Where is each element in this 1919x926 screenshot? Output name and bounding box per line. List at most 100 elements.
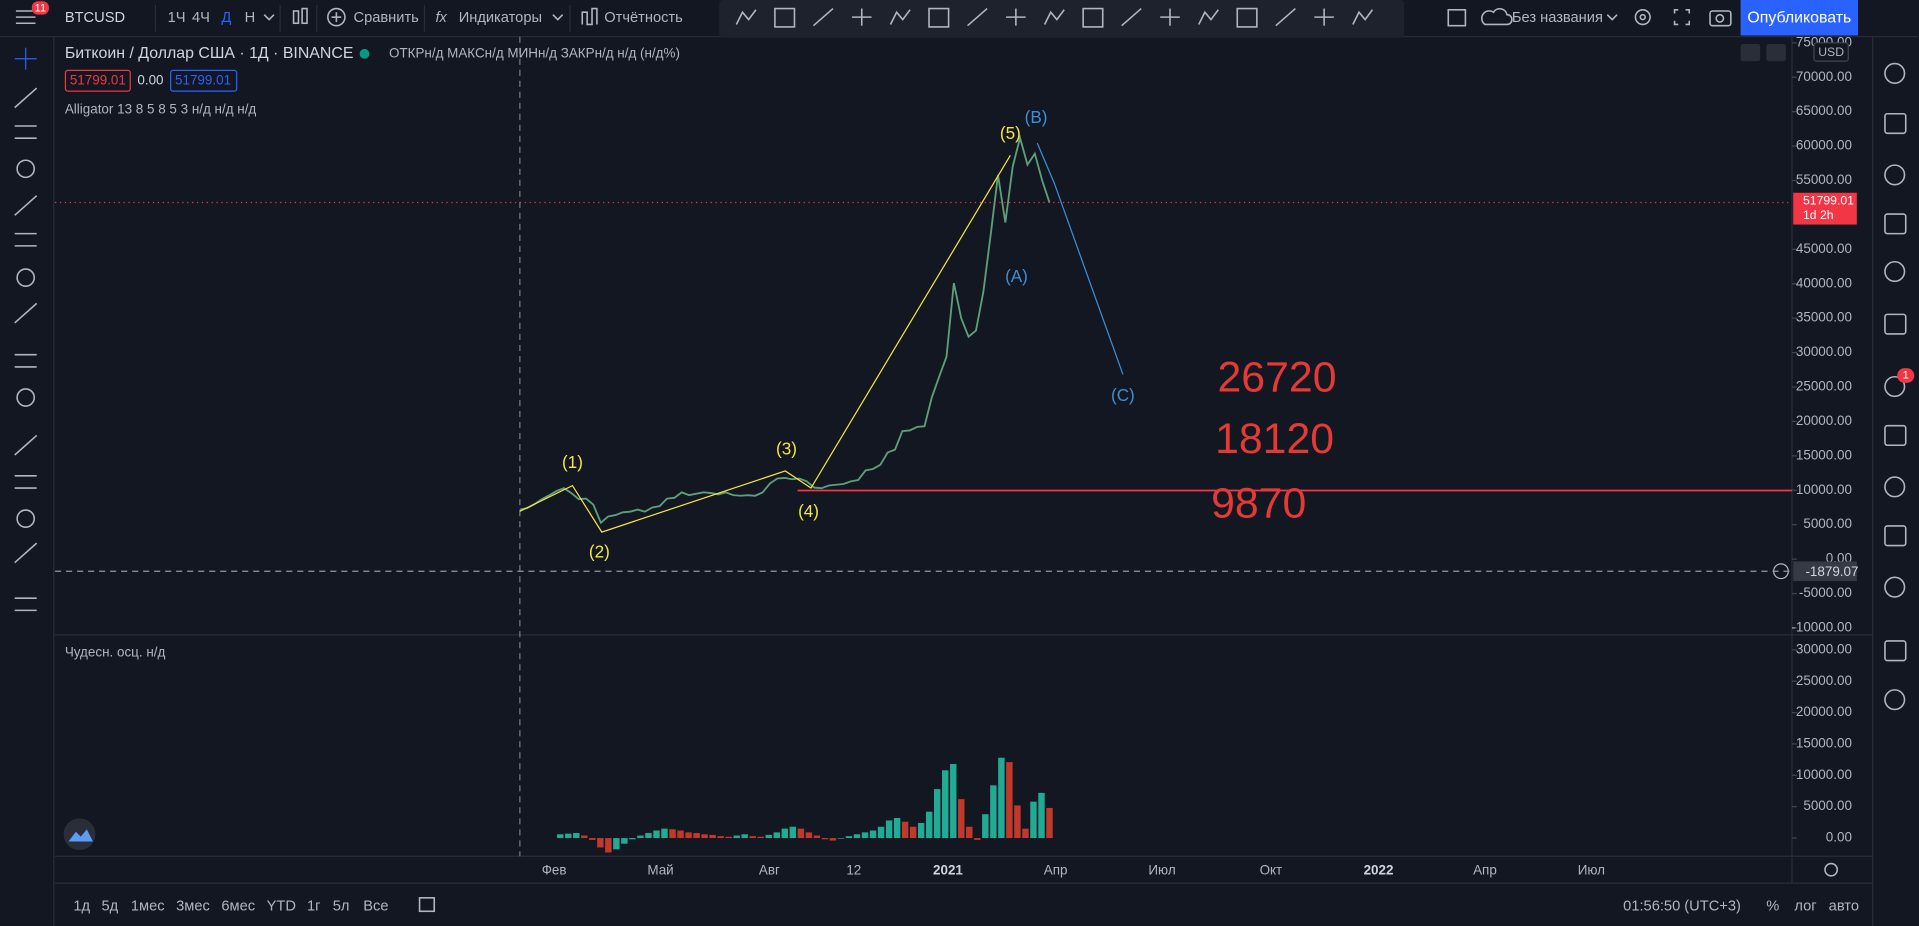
symbol[interactable]: BTCUSD <box>65 10 125 26</box>
interval-button[interactable]: Н <box>245 10 256 26</box>
menu-button[interactable]: 11 <box>15 1 49 25</box>
indicators-button[interactable]: fx Индикаторы <box>435 10 564 26</box>
ask-box[interactable] <box>170 69 238 92</box>
left-tool[interactable] <box>14 302 38 324</box>
price-line <box>519 134 1051 525</box>
left-tool[interactable] <box>14 434 38 456</box>
right-tool[interactable] <box>1884 525 1907 547</box>
axis-settings[interactable] <box>1824 862 1839 877</box>
layout-button[interactable] <box>1447 8 1467 27</box>
currency-box[interactable] <box>1813 42 1849 62</box>
price-tick-label: -10000.00 <box>1791 620 1852 635</box>
oscillator-bar <box>661 828 668 839</box>
right-tool[interactable] <box>1884 375 1906 398</box>
scale-option[interactable]: лог <box>1794 898 1816 914</box>
right-tool[interactable] <box>1884 164 1906 186</box>
interval-button[interactable]: 4Ч <box>192 10 210 26</box>
left-tool[interactable] <box>16 268 36 288</box>
last-price-label: 51799.01 <box>1803 194 1854 208</box>
right-tool[interactable] <box>1884 260 1906 283</box>
left-tool[interactable] <box>14 542 38 564</box>
drawing-tool[interactable] <box>1198 9 1219 25</box>
compare-button[interactable]: Сравнить <box>327 7 419 27</box>
right-tool[interactable] <box>1884 640 1907 662</box>
badge-text: 1 <box>1903 369 1909 381</box>
left-tool[interactable] <box>14 87 38 109</box>
left-tool[interactable] <box>14 475 37 489</box>
left-tool[interactable] <box>16 159 36 179</box>
range-button[interactable]: 5д <box>102 898 119 914</box>
range-button[interactable]: 3мес <box>176 898 210 914</box>
drawing-tool[interactable] <box>889 9 911 25</box>
drawing-tool[interactable] <box>1121 7 1142 27</box>
oscillator-bar <box>837 838 845 839</box>
scroll-button[interactable] <box>1740 44 1761 62</box>
right-tool[interactable] <box>1884 424 1907 447</box>
left-tool[interactable] <box>14 125 37 140</box>
tool-icon <box>14 302 38 324</box>
drawing-tool[interactable] <box>1275 7 1296 27</box>
interval-button[interactable]: 1Ч <box>168 10 186 26</box>
range-button[interactable]: YTD <box>267 898 296 914</box>
right-tool[interactable] <box>1884 476 1906 498</box>
scale-option[interactable]: % <box>1766 898 1779 914</box>
alligator-legend[interactable]: Alligator 13 8 5 8 5 3 н/д н/д н/д <box>65 102 257 117</box>
right-tool[interactable] <box>1884 576 1906 598</box>
drawing-tool[interactable] <box>1006 8 1026 26</box>
bid-box[interactable] <box>64 69 131 92</box>
layout-name[interactable]: Без названия <box>1481 7 1618 26</box>
drawing-tool[interactable] <box>1352 9 1374 25</box>
scale-option[interactable]: авто <box>1829 898 1859 914</box>
right-tool[interactable] <box>1884 62 1906 84</box>
publish-label: Опубликовать <box>1747 10 1851 27</box>
drawing-tool[interactable] <box>967 7 988 27</box>
left-tool[interactable] <box>14 195 38 216</box>
right-tool[interactable] <box>1884 213 1907 235</box>
tool-icon <box>1884 260 1906 283</box>
drawing-tool[interactable] <box>1314 8 1334 26</box>
drawing-tool[interactable] <box>1043 9 1065 25</box>
drawing-tool[interactable] <box>928 7 950 28</box>
corrective-wave[interactable] <box>1036 142 1124 375</box>
impulse-wave[interactable] <box>519 155 1011 533</box>
tool-icon <box>1082 7 1104 28</box>
drawing-tool[interactable] <box>812 7 834 27</box>
drawing-tool[interactable] <box>1082 7 1104 28</box>
range-button[interactable]: 6мес <box>221 898 255 914</box>
oscillator-legend[interactable]: Чудесн. осц. н/д <box>65 645 166 660</box>
range-button[interactable]: Все <box>363 898 388 914</box>
right-tool[interactable] <box>1884 689 1906 711</box>
left-tool[interactable] <box>16 388 36 407</box>
interval-button[interactable]: Д <box>221 10 231 26</box>
drawing-tool[interactable] <box>1160 8 1180 26</box>
fullscreen-button[interactable] <box>1673 8 1691 26</box>
range-button[interactable]: 1мес <box>131 898 165 914</box>
range-button[interactable]: 1д <box>73 898 90 914</box>
left-tool[interactable] <box>14 47 37 70</box>
drawing-tool[interactable] <box>1236 7 1258 28</box>
chart-type-button[interactable] <box>292 7 308 25</box>
price-tick-label: 25000.00 <box>1796 379 1852 394</box>
logo[interactable] <box>63 818 96 851</box>
publish-button[interactable]: Опубликовать <box>1740 0 1859 36</box>
left-tool[interactable] <box>16 509 36 528</box>
goto-date-button[interactable] <box>418 897 436 913</box>
time-label: 12 <box>846 862 861 877</box>
reports-button[interactable]: Отчётность <box>581 7 683 27</box>
settings-button[interactable] <box>1634 8 1651 26</box>
drawing-tool[interactable] <box>735 9 757 25</box>
range-button[interactable]: 5л <box>333 898 350 914</box>
left-tool[interactable] <box>14 232 37 247</box>
snapshot-button[interactable] <box>1709 10 1732 27</box>
left-tool[interactable] <box>14 353 37 368</box>
right-tool[interactable] <box>1884 112 1907 135</box>
drawing-tool[interactable] <box>851 8 872 26</box>
maximize-button[interactable] <box>1766 44 1786 62</box>
legend-title[interactable]: Биткоин / Доллар США · 1Д · BINANCE <box>65 45 354 62</box>
interval-dropdown[interactable] <box>263 14 275 21</box>
range-button[interactable]: 1г <box>307 898 321 914</box>
right-tool[interactable] <box>1884 313 1907 335</box>
drawing-tool[interactable] <box>774 7 796 28</box>
left-tool[interactable] <box>14 597 37 612</box>
